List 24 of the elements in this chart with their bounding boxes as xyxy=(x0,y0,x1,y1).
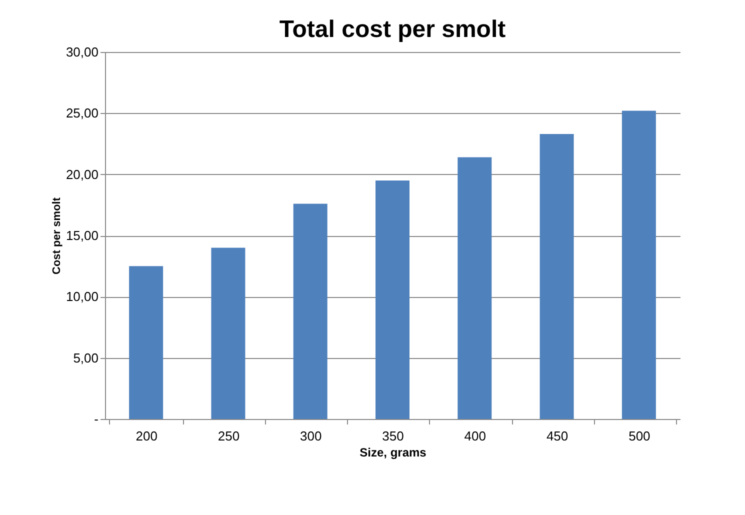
x-tick-label: 400 xyxy=(464,428,486,444)
x-tick-label: 450 xyxy=(546,428,568,444)
x-tick-label: 350 xyxy=(382,428,404,444)
x-axis-title: Size, grams xyxy=(360,446,427,460)
x-tick-label: 200 xyxy=(136,428,158,444)
x-tick-label: 300 xyxy=(300,428,322,444)
bar xyxy=(211,248,246,419)
y-tick-label: - xyxy=(94,412,98,426)
bar xyxy=(129,266,164,419)
x-tick-label: 500 xyxy=(628,428,650,444)
y-tick-label: 10,00 xyxy=(66,289,98,304)
y-tick-label: 20,00 xyxy=(66,166,98,182)
chart-title: Total cost per smolt xyxy=(279,16,506,43)
y-tick-label: 15,00 xyxy=(66,228,98,243)
bar xyxy=(622,110,656,419)
x-tick-label: 250 xyxy=(218,428,240,444)
bar xyxy=(376,180,410,419)
y-tick-label: 30,00 xyxy=(66,44,98,60)
bar xyxy=(458,157,492,419)
bar xyxy=(293,204,328,419)
y-tick-label: 25,00 xyxy=(66,106,98,121)
bar xyxy=(540,134,574,419)
y-tick-label: 5,00 xyxy=(73,350,98,366)
y-axis-title: Cost per smolt xyxy=(50,197,63,275)
